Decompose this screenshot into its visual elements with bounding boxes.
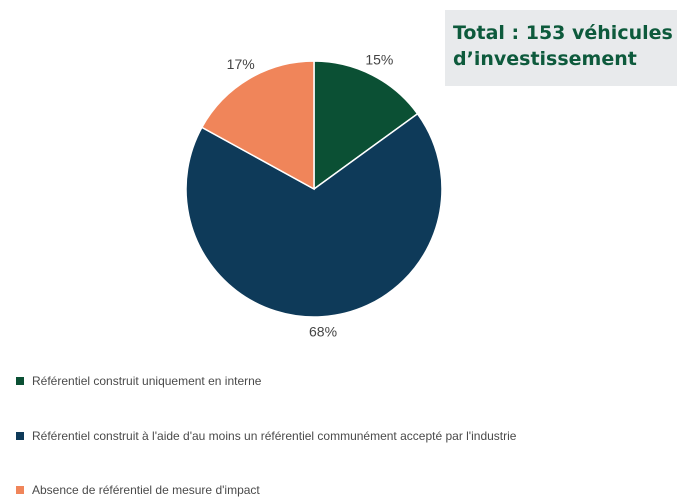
legend-swatch-industry: [16, 432, 24, 440]
pie-label-internal: 15%: [365, 51, 393, 67]
legend-item-none: Absence de référentiel de mesure d'impac…: [16, 482, 260, 498]
legend-swatch-none: [16, 486, 24, 494]
pie-label-none: 17%: [227, 56, 255, 72]
legend-label-internal: Référentiel construit uniquement en inte…: [32, 374, 262, 388]
legend-swatch-internal: [16, 377, 24, 385]
pie-label-industry: 68%: [309, 323, 337, 339]
pie-slice-none: [200, 60, 315, 191]
pie-slice-industry: [185, 112, 443, 318]
legend-label-industry: Référentiel construit à l'aide d'au moin…: [32, 429, 517, 443]
legend-item-internal: Référentiel construit uniquement en inte…: [16, 373, 261, 389]
legend-item-industry: Référentiel construit à l'aide d'au moin…: [16, 428, 516, 444]
total-line-1: Total : 153 véhicules: [453, 22, 673, 44]
pie-slice-internal: [313, 60, 419, 191]
total-line-2: d’investissement: [453, 48, 637, 70]
legend-label-none: Absence de référentiel de mesure d'impac…: [32, 483, 260, 497]
pie-chart: 15% 68% 17%: [185, 51, 443, 339]
total-annotation: Total : 153 véhicules d’investissement: [445, 10, 677, 86]
